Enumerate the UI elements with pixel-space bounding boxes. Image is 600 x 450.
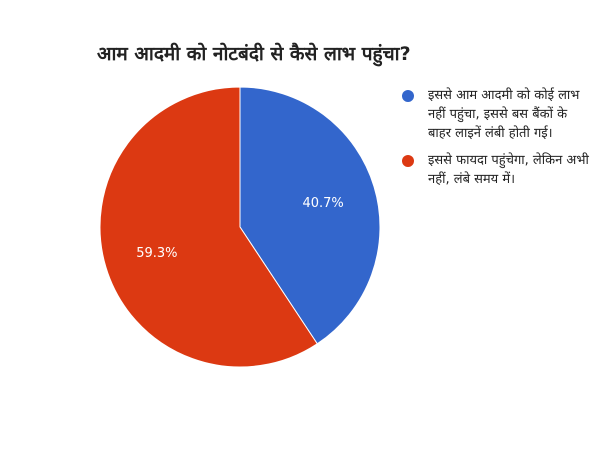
legend-item-1[interactable]: इससे फायदा पहुंचेगा, लेकिन अभी नहीं, लंब…	[400, 151, 590, 189]
chart-title: आम आदमी को नोटबंदी से कैसे लाभ पहुंचा?	[97, 43, 411, 65]
legend-label: इससे आम आदमी को कोई लाभ नहीं पहुंचा, इसस…	[428, 88, 580, 141]
legend-label: इससे फायदा पहुंचेगा, लेकिन अभी नहीं, लंब…	[428, 153, 589, 187]
slice-value-label-1: 59.3%	[136, 246, 177, 261]
slice-value-label-0: 40.7%	[302, 196, 343, 211]
legend-item-0[interactable]: इससे आम आदमी को कोई लाभ नहीं पहुंचा, इसस…	[400, 86, 590, 143]
pie-slice-1[interactable]	[99, 86, 318, 368]
legend-dot-icon	[402, 155, 414, 167]
legend-dot-icon	[402, 90, 414, 102]
legend: इससे आम आदमी को कोई लाभ नहीं पहुंचा, इसस…	[400, 86, 590, 197]
